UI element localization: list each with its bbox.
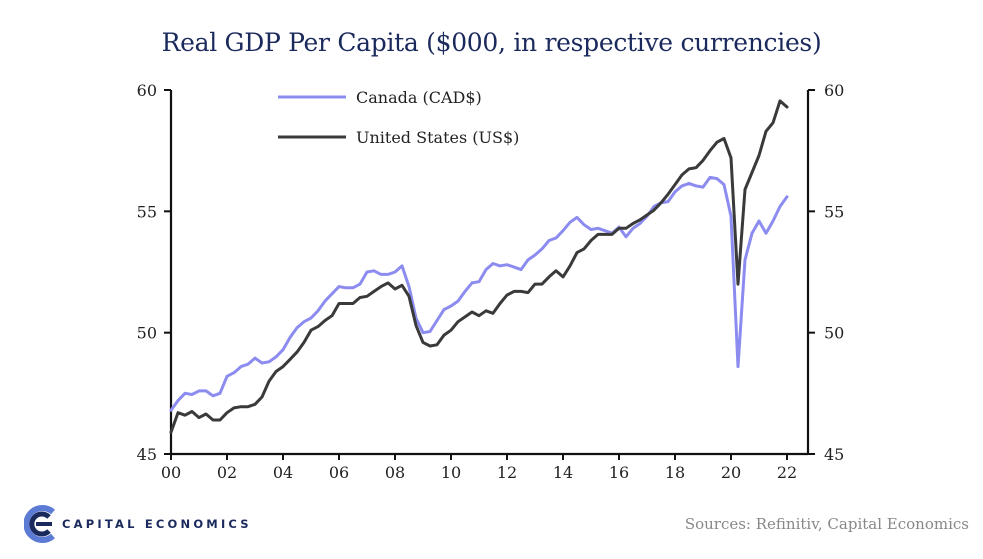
capital-economics-logo: CAPITAL ECONOMICS bbox=[24, 504, 252, 544]
capital-economics-logo-icon bbox=[24, 505, 55, 543]
x-tick-label: 10 bbox=[441, 463, 461, 482]
y-axis-right: 45 50 55 60 bbox=[808, 81, 844, 464]
y-axis-left: 45 50 55 60 bbox=[137, 81, 171, 464]
x-tick-label: 14 bbox=[553, 463, 573, 482]
y-tick-label-left: 50 bbox=[137, 324, 157, 343]
y-tick-label-left: 60 bbox=[137, 81, 157, 100]
y-tick-label-right: 50 bbox=[824, 324, 844, 343]
series-line-united-states bbox=[169, 99, 789, 434]
legend: Canada (CAD$) United States (US$) bbox=[278, 88, 519, 147]
x-tick-label: 02 bbox=[217, 463, 237, 482]
y-tick-label-left: 45 bbox=[137, 445, 157, 464]
legend-label: Canada (CAD$) bbox=[356, 88, 482, 107]
x-tick-label: 00 bbox=[161, 463, 181, 482]
series-lines bbox=[169, 99, 789, 434]
y-tick-label-right: 45 bbox=[824, 445, 844, 464]
logo-text: CAPITAL ECONOMICS bbox=[62, 517, 252, 531]
legend-label: United States (US$) bbox=[356, 128, 519, 147]
chart-title: Real GDP Per Capita ($000, in respective… bbox=[161, 28, 822, 57]
y-tick-label-right: 60 bbox=[824, 81, 844, 100]
x-tick-label: 18 bbox=[665, 463, 685, 482]
y-tick-label-left: 55 bbox=[137, 202, 157, 221]
x-tick-label: 08 bbox=[385, 463, 405, 482]
x-tick-label: 04 bbox=[273, 463, 293, 482]
x-tick-label: 06 bbox=[329, 463, 349, 482]
y-tick-label-right: 55 bbox=[824, 202, 844, 221]
x-tick-label: 22 bbox=[777, 463, 797, 482]
x-tick-label: 12 bbox=[497, 463, 517, 482]
x-tick-label: 20 bbox=[721, 463, 741, 482]
axes bbox=[169, 90, 810, 456]
x-axis: 00 02 04 06 08 10 12 14 16 18 20 22 bbox=[161, 454, 797, 482]
source-note: Sources: Refinitiv, Capital Economics bbox=[684, 515, 969, 533]
x-tick-label: 16 bbox=[609, 463, 629, 482]
series-line-canada bbox=[169, 175, 789, 412]
